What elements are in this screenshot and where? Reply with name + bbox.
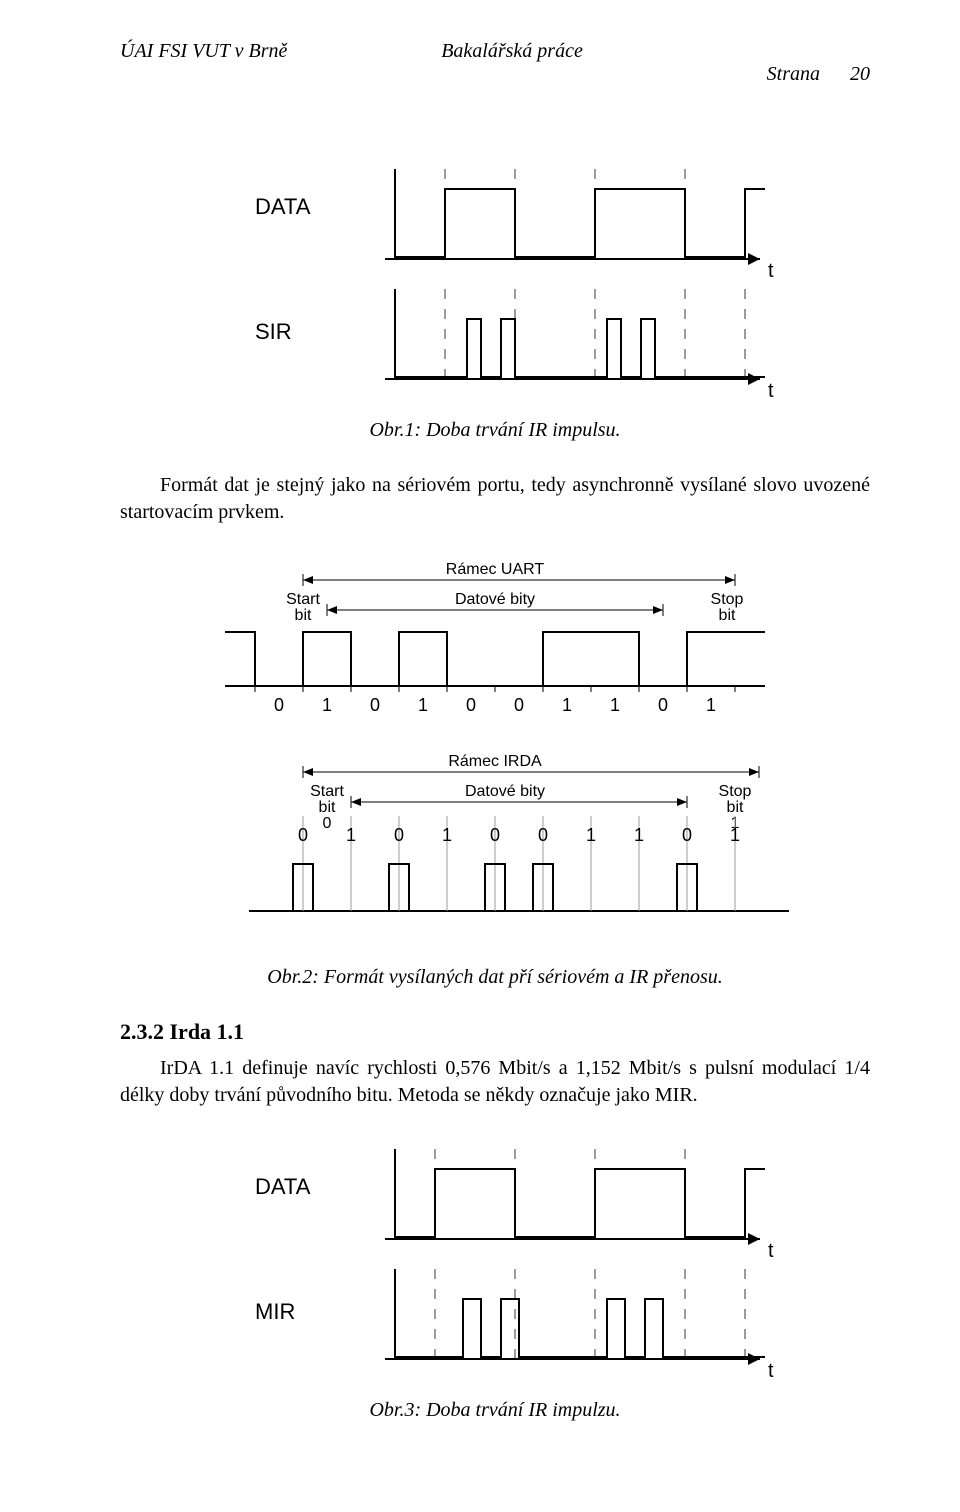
svg-text:Stop: Stop xyxy=(711,591,744,608)
svg-text:0: 0 xyxy=(514,695,524,715)
svg-text:0: 0 xyxy=(370,695,380,715)
svg-text:1: 1 xyxy=(634,825,644,845)
svg-text:Start: Start xyxy=(310,783,344,800)
header-right: Strana 20 xyxy=(737,40,870,109)
svg-text:t: t xyxy=(768,1360,774,1382)
svg-text:1: 1 xyxy=(562,695,572,715)
svg-text:0: 0 xyxy=(658,695,668,715)
svg-text:0: 0 xyxy=(274,695,284,715)
fig2-caption: Obr.2: Formát vysílaných dat pří sériové… xyxy=(120,966,870,989)
svg-text:bit: bit xyxy=(295,607,312,624)
paragraph-1: Formát dat je stejný jako na sériovém po… xyxy=(120,472,870,526)
figure-1: DATA t SIR t Obr.1: Doba trvání IR impulsu. xyxy=(120,159,870,442)
svg-text:1: 1 xyxy=(322,695,332,715)
section-2-3-2-heading: 2.3.2 Irda 1.1 xyxy=(120,1019,870,1045)
svg-text:Rámec UART: Rámec UART xyxy=(446,561,545,578)
svg-text:DATA: DATA xyxy=(255,194,311,219)
svg-text:Datové bity: Datové bity xyxy=(455,591,535,608)
svg-text:1: 1 xyxy=(610,695,620,715)
header-left: ÚAI FSI VUT v Brně xyxy=(120,40,287,109)
svg-text:t: t xyxy=(768,380,774,402)
svg-text:1: 1 xyxy=(442,825,452,845)
svg-text:0: 0 xyxy=(394,825,404,845)
svg-text:bit: bit xyxy=(719,607,736,624)
svg-text:bit: bit xyxy=(727,799,744,816)
svg-text:DATA: DATA xyxy=(255,1174,311,1199)
svg-text:Stop: Stop xyxy=(719,783,752,800)
svg-text:0: 0 xyxy=(682,825,692,845)
fig1-caption: Obr.1: Doba trvání IR impulsu. xyxy=(120,419,870,442)
svg-text:0: 0 xyxy=(298,825,308,845)
svg-text:0: 0 xyxy=(323,815,332,832)
svg-text:Rámec IRDA: Rámec IRDA xyxy=(448,753,542,770)
fig1-svg: DATA t SIR t xyxy=(215,159,775,409)
svg-text:Start: Start xyxy=(286,591,320,608)
fig3-caption: Obr.3: Doba trvání IR impulzu. xyxy=(120,1399,870,1422)
page-header: ÚAI FSI VUT v Brně Bakalářská práce Stra… xyxy=(120,40,870,109)
svg-text:Datové bity: Datové bity xyxy=(465,783,545,800)
svg-text:t: t xyxy=(768,1240,774,1262)
svg-text:0: 0 xyxy=(466,695,476,715)
fig2-svg: Rámec UARTDatové bityStartbitStopbit0101… xyxy=(185,556,805,956)
svg-text:1: 1 xyxy=(706,695,716,715)
svg-text:1: 1 xyxy=(730,825,740,845)
svg-text:0: 0 xyxy=(490,825,500,845)
header-center: Bakalářská práce xyxy=(287,40,736,109)
svg-text:1: 1 xyxy=(346,825,356,845)
svg-text:t: t xyxy=(768,260,774,282)
svg-text:0: 0 xyxy=(538,825,548,845)
fig3-svg: DATA t MIR t xyxy=(215,1139,775,1389)
figure-3: DATA t MIR t Obr.3: Doba trvání IR impulzu. xyxy=(120,1139,870,1422)
svg-text:SIR: SIR xyxy=(255,319,292,344)
svg-text:1: 1 xyxy=(418,695,428,715)
figure-2: Rámec UARTDatové bityStartbitStopbit0101… xyxy=(120,556,870,989)
svg-text:bit: bit xyxy=(319,799,336,816)
section-2-3-2-text: IrDA 1.1 definuje navíc rychlosti 0,576 … xyxy=(120,1055,870,1109)
svg-text:1: 1 xyxy=(586,825,596,845)
svg-text:MIR: MIR xyxy=(255,1299,295,1324)
